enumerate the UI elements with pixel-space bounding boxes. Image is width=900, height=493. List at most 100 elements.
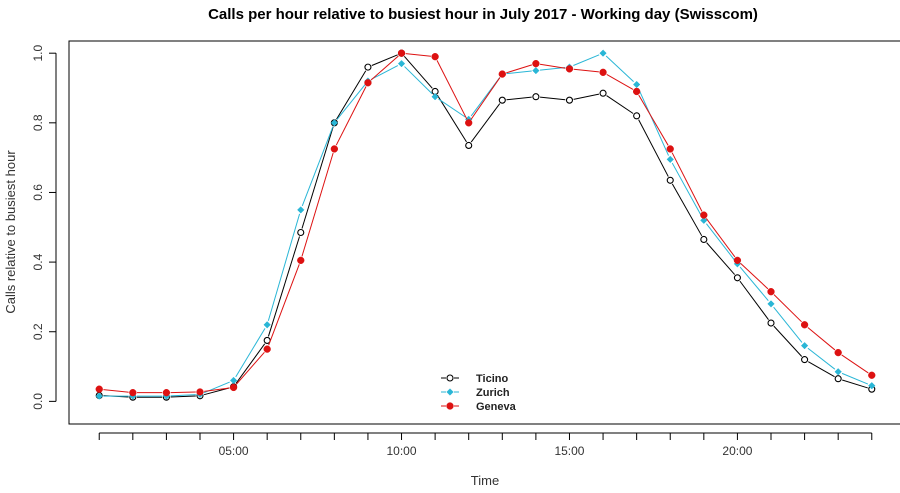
- data-point: [532, 66, 540, 75]
- series-line-segment: [539, 63, 566, 69]
- series-zurich: [95, 49, 876, 400]
- series-line-segment: [267, 236, 300, 337]
- series-line-segment: [370, 55, 399, 81]
- data-point: [666, 145, 674, 153]
- series-line-segment: [235, 343, 266, 384]
- legend-label: Geneva: [476, 401, 517, 413]
- series-line-segment: [204, 387, 230, 392]
- series-line-segment: [638, 94, 669, 146]
- data-point: [129, 389, 137, 397]
- legend: Ticino Zurich Geneva: [441, 373, 517, 413]
- data-point: [397, 49, 406, 57]
- data-point: [767, 319, 775, 327]
- data-point: [834, 368, 842, 376]
- series-line-segment: [235, 328, 266, 378]
- series-line-segment: [705, 218, 736, 258]
- series-line-segment: [606, 73, 634, 90]
- data-point: [834, 348, 842, 357]
- legend-label: Zurich: [476, 387, 510, 399]
- series-line-segment: [807, 347, 836, 370]
- series-line-segment: [371, 65, 399, 80]
- data-point: [868, 371, 876, 379]
- data-point: [532, 59, 540, 68]
- series-line-segment: [842, 379, 868, 389]
- data-point: [599, 89, 607, 97]
- data-point: [498, 70, 506, 78]
- data-point: [162, 389, 171, 397]
- y-axis-label: Calls relative to busiest hour: [3, 150, 18, 314]
- series-line-segment: [773, 306, 803, 343]
- series-line-segment: [705, 223, 736, 261]
- series-line-segment: [506, 64, 533, 74]
- data-point: [767, 300, 775, 308]
- legend-item-ticino: Ticino: [441, 373, 508, 385]
- data-point: [632, 80, 641, 89]
- data-point: [95, 392, 103, 400]
- data-point: [397, 59, 406, 68]
- data-point: [666, 176, 674, 184]
- data-point: [733, 274, 741, 282]
- series-line-segment: [470, 77, 501, 120]
- data-point: [633, 112, 641, 120]
- x-tick-label: 20:00: [722, 444, 752, 458]
- data-point: [599, 49, 607, 57]
- data-point: [868, 382, 876, 390]
- series-line-segment: [573, 93, 600, 100]
- series-line-segment: [638, 119, 669, 177]
- series-line-segment: [170, 391, 196, 394]
- series-line-segment: [606, 95, 634, 114]
- data-point: [666, 155, 674, 164]
- series-line-segment: [470, 103, 501, 143]
- series-geneva: [95, 49, 876, 397]
- data-point: [297, 256, 305, 265]
- series-line-segment: [405, 53, 431, 57]
- series-line-segment: [773, 325, 803, 357]
- series-line-segment: [807, 361, 835, 378]
- legend-item-geneva: Geneva: [441, 401, 517, 413]
- data-point: [565, 96, 574, 104]
- y-tick-label: 0.6: [31, 184, 45, 201]
- data-point: [632, 87, 641, 96]
- series-line-segment: [436, 94, 467, 143]
- series-line-segment: [739, 266, 769, 301]
- series-line-segment: [506, 70, 532, 75]
- y-tick-label: 0.8: [31, 114, 45, 131]
- y-tick-label: 0.0: [31, 393, 45, 410]
- series-line-segment: [404, 66, 433, 95]
- data-point: [95, 385, 103, 393]
- data-point: [599, 68, 607, 76]
- series-ticino: [95, 49, 876, 401]
- plot-frame: [68, 40, 900, 425]
- series-line-segment: [301, 152, 334, 257]
- series-line-segment: [301, 126, 334, 229]
- y-tick-label: 1.0: [31, 45, 45, 62]
- x-tick-label: 05:00: [219, 444, 249, 458]
- x-tick-label: 15:00: [554, 444, 584, 458]
- series-line-segment: [671, 162, 703, 217]
- data-point: [834, 375, 842, 383]
- series-line-segment: [301, 126, 334, 207]
- data-point: [229, 376, 238, 385]
- data-point: [465, 119, 473, 127]
- data-point: [229, 383, 238, 392]
- series-layer: [95, 49, 876, 401]
- data-point: [431, 53, 439, 61]
- data-point: [196, 388, 204, 396]
- data-point: [330, 119, 339, 127]
- series-line-segment: [336, 84, 366, 120]
- data-point: [330, 145, 339, 153]
- series-line-segment: [739, 280, 769, 320]
- series-line-segment: [841, 354, 869, 374]
- series-line-segment: [637, 88, 669, 156]
- data-point: [263, 321, 271, 329]
- data-point: [364, 79, 372, 87]
- series-line-segment: [841, 372, 869, 385]
- series-line-segment: [506, 96, 532, 101]
- series-line-segment: [573, 68, 599, 73]
- data-point: [801, 356, 809, 364]
- data-point: [498, 96, 506, 104]
- series-line-segment: [671, 152, 703, 212]
- series-line-segment: [671, 183, 703, 237]
- series-line-segment: [706, 242, 736, 275]
